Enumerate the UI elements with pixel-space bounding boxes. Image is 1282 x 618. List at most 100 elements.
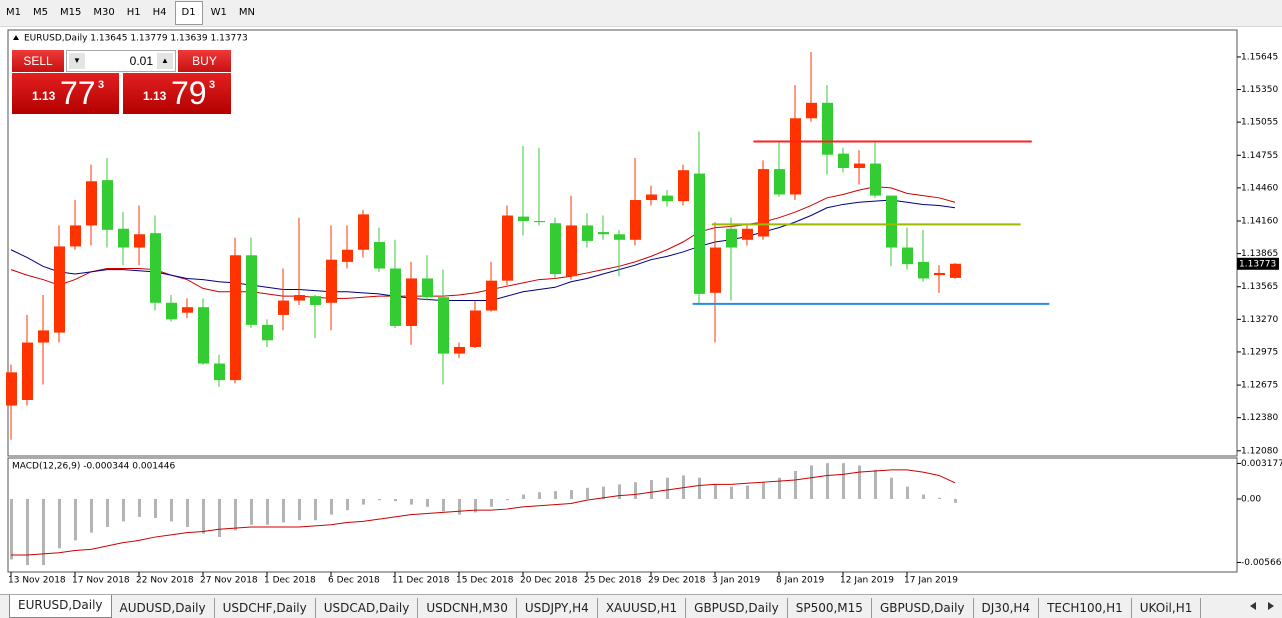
macd-bar [778, 477, 781, 499]
buy-price[interactable]: 1.13 79 3 [123, 73, 231, 114]
y-tick-label: 1.12975 [1241, 347, 1278, 357]
timeframe-button[interactable]: H4 [152, 7, 167, 18]
candle-body [774, 169, 785, 195]
sell-price[interactable]: 1.13 77 3 [12, 73, 119, 114]
chart-window: 1.15645 1.15350 1.15055 1.14755 1.14460 1.141… [6, 29, 1282, 586]
chart-tab[interactable]: GBPUSD,Daily [686, 598, 788, 618]
x-tick-label: 12 Jan 2019 [840, 576, 894, 586]
candle-body [358, 214, 369, 250]
candle-body [214, 363, 225, 381]
macd-bar [138, 498, 141, 517]
timeframe-button[interactable]: M5 [33, 7, 48, 18]
candle-body [38, 330, 49, 343]
candle-body [230, 255, 241, 381]
timeframe-button[interactable]: H1 [126, 7, 141, 18]
macd-bar [954, 498, 957, 503]
candle-body [134, 234, 145, 248]
y-tick-label: 1.12675 [1241, 381, 1278, 391]
x-tick-label: 6 Dec 2018 [328, 576, 380, 586]
chart-tab[interactable]: USDCNH,M30 [418, 598, 517, 618]
macd-bar [890, 477, 893, 499]
chart-tab[interactable]: USDCAD,Daily [316, 598, 419, 618]
candle-body [822, 102, 833, 155]
macd-bar [314, 498, 317, 521]
candle-body [342, 249, 353, 262]
lot-value: 0.01 [129, 54, 153, 68]
candle-body [742, 228, 753, 240]
macd-bar [666, 477, 669, 499]
candle-body [310, 296, 321, 305]
candle-body [758, 169, 769, 237]
timeframe-button[interactable]: D1 [174, 1, 203, 25]
macd-bar [170, 498, 173, 522]
macd-bar [650, 479, 653, 499]
macd-bar [730, 486, 733, 499]
timeframe-button[interactable]: W1 [210, 7, 227, 18]
sell-button[interactable]: SELL [12, 50, 64, 72]
candle-body [422, 278, 433, 298]
candle-body [950, 263, 961, 278]
timeframe-button[interactable]: M30 [93, 7, 115, 18]
candle-body [806, 102, 817, 119]
macd-bar [154, 498, 157, 519]
last-price-label: 1.13773 [1239, 259, 1276, 269]
chart-tab[interactable]: SP500,M15 [788, 598, 872, 618]
candle-body [918, 261, 929, 279]
candle-body [870, 163, 881, 196]
chart-tab[interactable]: XAUUSD,H1 [598, 598, 687, 618]
macd-bar [906, 486, 909, 499]
lot-down[interactable]: ▼ [69, 53, 85, 69]
x-tick-label: 17 Jan 2019 [904, 576, 958, 586]
macd-bar [858, 465, 861, 499]
macd-bar [490, 498, 493, 507]
chart-tab[interactable]: TECH100,H1 [1039, 598, 1132, 618]
buy-button[interactable]: BUY [178, 50, 231, 72]
macd-bar [570, 490, 573, 499]
candle-body [486, 280, 497, 311]
chart-tab[interactable]: GBPUSD,Daily [872, 598, 974, 618]
y-tick-label: -0.005667 [1241, 558, 1282, 568]
price-fraction: 3 [98, 79, 105, 91]
candle-body [182, 307, 193, 313]
chart-tab[interactable]: USDCHF,Daily [215, 598, 316, 618]
candle-body [374, 242, 385, 269]
lot-up[interactable]: ▲ [157, 53, 173, 69]
timeframe-toolbar: M1 M5 M15 M30 H1 H4 D1 W1 MN [0, 0, 1282, 27]
x-tick-label: 17 Nov 2018 [72, 576, 130, 586]
lot-input[interactable]: ▼ 0.01 ▲ [66, 50, 176, 72]
price-prefix: 1.13 [32, 89, 56, 103]
macd-bar [634, 482, 637, 499]
chart-tab[interactable]: AUDUSD,Daily [112, 598, 215, 618]
macd-bar [58, 498, 61, 549]
macd-bar [362, 498, 365, 505]
chart-tab[interactable]: USDJPY,H4 [517, 598, 598, 618]
candle-body [886, 195, 897, 248]
macd-bar [266, 498, 269, 525]
macd-bar [842, 463, 845, 499]
candle-body [198, 307, 209, 364]
collapse-icon[interactable] [13, 35, 19, 40]
candle-body [166, 302, 177, 320]
tab-scroll[interactable] [1242, 596, 1282, 616]
candle-body [102, 180, 113, 230]
candle-body [534, 221, 545, 223]
macd-bar [554, 491, 557, 499]
candle-body [6, 372, 17, 406]
chart-tab[interactable]: EURUSD,Daily [9, 595, 112, 618]
macd-bar [442, 498, 445, 512]
macd-bar [42, 498, 45, 566]
timeframe-button[interactable]: M1 [6, 7, 21, 18]
x-tick-label: 8 Jan 2019 [776, 576, 824, 586]
timeframe-button[interactable]: MN [238, 7, 255, 18]
timeframe-button[interactable]: M15 [60, 7, 82, 18]
macd-bar [202, 498, 205, 534]
chart-tab[interactable]: DJ30,H4 [974, 598, 1040, 618]
macd-bar [394, 498, 397, 502]
macd-bar [810, 465, 813, 499]
candle-body [614, 234, 625, 240]
macd-bar [586, 487, 589, 499]
chart-tab[interactable]: UKOil,H1 [1132, 598, 1202, 618]
candle-body [470, 310, 481, 347]
macd-bar [762, 482, 765, 499]
y-tick-label: 1.14755 [1241, 151, 1278, 161]
